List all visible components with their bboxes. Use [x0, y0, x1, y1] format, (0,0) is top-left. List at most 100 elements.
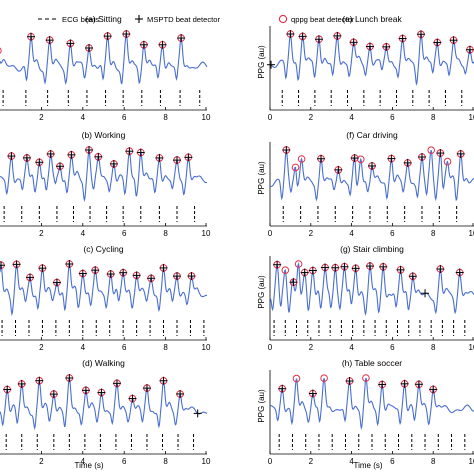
mstpd-beat-marker	[350, 154, 359, 163]
mstpd-beat-marker	[147, 274, 156, 283]
qppg-beat-marker	[357, 155, 365, 164]
mstpd-beat-marker	[159, 376, 168, 385]
mstpd-beat-marker	[17, 379, 26, 388]
x-tick-label: 2	[39, 229, 44, 238]
y-axis-label: PPG (au)	[257, 389, 266, 423]
mstpd-beat-marker	[0, 261, 6, 270]
mstpd-beat-marker	[85, 43, 94, 52]
mstpd-beat-marker	[314, 35, 323, 44]
panel-8: (h) Table soccer PPG (au) 0 2 4 6 8 10	[257, 358, 474, 466]
x-tick-label: 6	[390, 457, 395, 466]
mstpd-beat-marker	[67, 150, 76, 159]
mstpd-beat-marker	[321, 263, 330, 272]
x-tick-label: 8	[163, 343, 168, 352]
panel-4: (d) Walking 2 4 6 8 10	[0, 358, 211, 466]
mstpd-beat-marker	[433, 38, 442, 47]
legend-qppg-label: qppg beat detector	[291, 15, 355, 24]
mstpd-beat-marker	[414, 380, 423, 389]
mstpd-beat-marker	[184, 153, 193, 162]
mstpd-beat-marker	[345, 376, 354, 385]
ppg-signal-line	[269, 377, 474, 430]
mstpd-beat-marker	[300, 268, 309, 277]
mstpd-beat-marker	[132, 271, 141, 280]
mstpd-beat-marker	[436, 149, 445, 158]
mstpd-beat-marker	[331, 263, 340, 272]
mstpd-beat-marker	[382, 42, 391, 51]
mstpd-beat-marker	[193, 409, 202, 418]
panel-title: (e) Lunch break	[342, 14, 402, 24]
qppg-beat-marker	[281, 266, 290, 275]
mstpd-beat-marker	[65, 374, 74, 382]
qppg-beat-marker	[292, 374, 301, 383]
mstpd-beat-marker	[417, 153, 426, 162]
mstpd-beat-marker	[66, 39, 75, 48]
mstpd-beat-marker	[416, 30, 425, 39]
x-tick-label: 2	[309, 457, 314, 466]
x-tick-label: 0	[268, 457, 273, 466]
ppg-signal-line	[0, 33, 208, 86]
x-tick-label: 6	[390, 229, 395, 238]
mstpd-beat-marker	[112, 379, 121, 388]
mstpd-beat-marker	[56, 162, 65, 171]
qppg-beat-marker	[320, 374, 328, 383]
mstpd-beat-marker	[109, 159, 118, 168]
x-tick-label: 8	[163, 229, 168, 238]
qppg-beat-marker	[0, 47, 2, 54]
mstpd-beat-marker	[125, 147, 134, 156]
qppg-beat-marker	[443, 157, 452, 166]
x-tick-label: 8	[163, 113, 168, 122]
panel-6: (f) Car driving PPG (au) 0 2 4 6 8 10	[257, 130, 474, 238]
mstpd-beat-marker	[52, 278, 61, 287]
mstpd-beat-marker	[65, 260, 74, 268]
ppg-signal-line	[0, 149, 208, 203]
x-tick-label: 8	[431, 113, 436, 122]
x-tick-label: 4	[81, 113, 86, 122]
ppg-signal-line	[269, 33, 474, 86]
x-tick-label: 4	[349, 229, 354, 238]
x-tick-label: 4	[81, 457, 86, 466]
x-tick-label: 6	[122, 229, 127, 238]
x-tick-label: 10	[469, 457, 474, 466]
mstpd-beat-marker	[340, 262, 349, 271]
mstpd-beat-marker	[7, 152, 16, 161]
x-tick-label: 8	[431, 229, 436, 238]
legend-mstpd-label: MSPTD beat detector	[147, 15, 220, 24]
panel-3: (c) Cycling 2 4 6 8 10	[0, 244, 211, 352]
x-tick-label: 2	[309, 113, 314, 122]
mstpd-beat-marker	[429, 385, 438, 394]
mstpd-beat-marker	[172, 156, 181, 165]
mstpd-beat-marker	[351, 264, 360, 273]
x-tick-label: 4	[81, 229, 86, 238]
mstpd-beat-marker	[3, 385, 12, 394]
x-tick-label: 6	[122, 457, 127, 466]
mstpd-beat-marker	[81, 386, 90, 395]
mstpd-beat-marker	[334, 165, 343, 174]
legend: ECG beats MSPTD beat detector qppg beat …	[38, 14, 355, 24]
x-tick-label: 2	[39, 457, 44, 466]
x-tick-label: 6	[122, 113, 127, 122]
panel-title: (b) Working	[82, 130, 126, 140]
mstpd-beat-marker	[94, 152, 103, 161]
panel-7: (g) Stair climbing PPG (au) 0 2 4 6 8 10	[257, 244, 474, 352]
x-tick-label: 8	[431, 457, 436, 466]
mstpd-beat-marker	[142, 384, 151, 393]
mstpd-beat-marker	[119, 268, 128, 277]
x-tick-label: 2	[309, 229, 314, 238]
mstpd-beat-marker	[122, 30, 131, 38]
x-tick-label: 10	[469, 343, 474, 352]
mstpd-beat-marker	[286, 30, 295, 38]
mstpd-beat-marker	[455, 268, 464, 277]
mstpd-beat-marker	[158, 40, 167, 49]
mstpd-beat-marker	[365, 262, 374, 271]
mstpd-beat-marker	[136, 148, 145, 157]
mstpd-beat-marker	[421, 289, 430, 298]
qppg-beat-marker	[362, 374, 370, 382]
x-tick-label: 8	[431, 343, 436, 352]
mstpd-beat-marker	[91, 266, 100, 275]
mstpd-beat-marker	[378, 380, 387, 389]
qppg-beat-marker	[297, 155, 306, 163]
qppg-beat-marker	[294, 260, 303, 268]
x-tick-label: 4	[81, 343, 86, 352]
mstpd-beat-marker	[403, 158, 412, 167]
mstpd-beat-marker	[379, 262, 388, 271]
